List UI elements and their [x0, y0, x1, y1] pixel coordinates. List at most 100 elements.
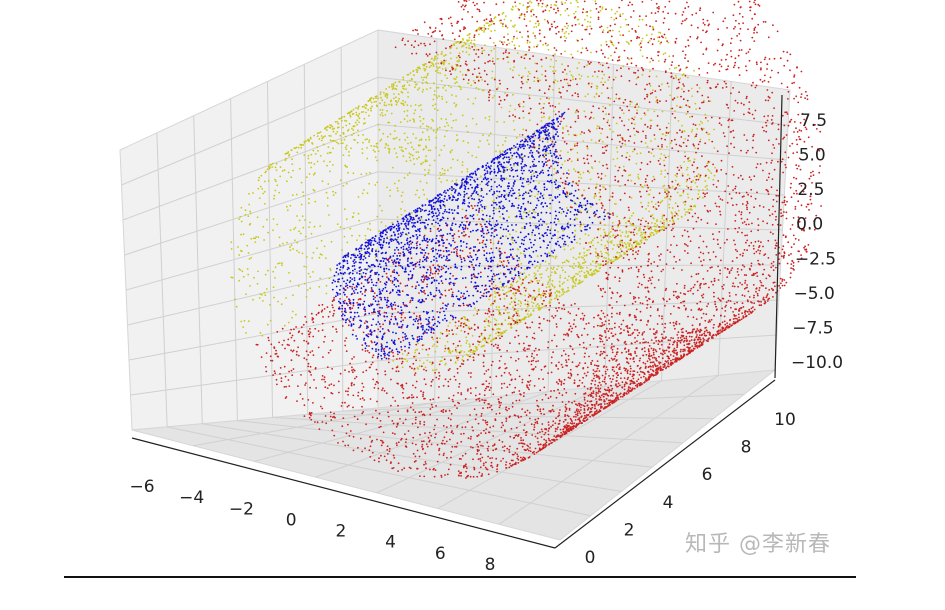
data-point	[454, 82, 457, 85]
data-point	[649, 61, 651, 63]
data-point	[612, 234, 614, 237]
data-point	[664, 304, 666, 307]
data-point	[495, 332, 497, 335]
data-point	[303, 265, 306, 268]
data-point	[492, 57, 494, 60]
data-point	[540, 368, 543, 371]
data-point	[459, 304, 462, 307]
data-point	[659, 202, 662, 204]
data-point	[371, 105, 373, 108]
data-point	[323, 245, 326, 248]
data-point	[429, 408, 432, 410]
data-point	[314, 153, 317, 155]
data-point	[403, 110, 406, 113]
data-point	[416, 261, 419, 264]
data-point	[364, 234, 367, 237]
data-point	[596, 125, 599, 127]
data-point	[327, 315, 330, 318]
data-point	[707, 176, 710, 179]
data-point	[531, 352, 534, 355]
data-point	[583, 398, 586, 401]
data-point	[567, 415, 570, 418]
data-point	[706, 222, 709, 225]
data-point	[410, 105, 412, 107]
data-point	[567, 221, 570, 224]
data-point	[348, 319, 350, 322]
data-point	[543, 438, 546, 441]
data-point	[391, 83, 393, 86]
data-point	[652, 206, 655, 208]
data-point	[664, 191, 666, 194]
data-point	[604, 175, 607, 177]
data-point	[651, 276, 654, 279]
data-point	[477, 56, 480, 58]
data-point	[555, 294, 558, 296]
data-point	[672, 358, 674, 361]
data-point	[626, 357, 629, 360]
data-point	[627, 234, 630, 237]
data-point	[803, 246, 805, 249]
data-point	[493, 78, 496, 81]
data-point	[669, 195, 672, 198]
data-point	[640, 140, 643, 143]
data-point	[588, 33, 591, 35]
data-point	[647, 205, 650, 207]
data-point	[302, 194, 305, 197]
data-point	[340, 139, 343, 142]
data-point	[793, 192, 795, 195]
data-point	[564, 2, 567, 4]
data-point	[688, 335, 691, 338]
data-point	[692, 179, 695, 182]
data-point	[278, 191, 281, 194]
data-point	[448, 289, 450, 292]
data-point	[710, 116, 713, 119]
data-point	[352, 129, 355, 131]
data-point	[628, 155, 631, 158]
data-point	[507, 39, 509, 41]
data-point	[682, 11, 685, 13]
data-point	[636, 35, 639, 38]
data-point	[374, 184, 377, 186]
data-point	[519, 252, 522, 255]
data-point	[597, 384, 599, 387]
data-point	[487, 27, 490, 30]
data-point	[675, 66, 678, 69]
data-point	[601, 6, 604, 8]
data-point	[455, 119, 457, 121]
data-point	[415, 359, 417, 362]
data-point	[446, 473, 449, 476]
data-point	[555, 32, 558, 35]
data-point	[425, 65, 428, 68]
data-point	[621, 0, 623, 2]
data-point	[673, 305, 675, 308]
data-point	[328, 277, 331, 280]
data-point	[637, 242, 640, 245]
data-point	[718, 231, 721, 233]
data-point	[550, 298, 553, 301]
data-point	[317, 149, 319, 152]
data-point	[230, 241, 233, 244]
data-point	[737, 0, 740, 3]
data-point	[401, 353, 404, 355]
data-point	[580, 406, 582, 409]
data-point	[397, 100, 400, 102]
data-point	[686, 211, 689, 213]
data-point	[622, 65, 625, 68]
data-point	[633, 134, 636, 136]
data-point	[318, 304, 320, 307]
data-point	[669, 131, 671, 133]
data-point	[587, 234, 590, 237]
data-point	[500, 401, 502, 404]
data-point	[577, 95, 580, 98]
data-point	[619, 239, 622, 242]
data-point	[332, 164, 334, 166]
data-point	[595, 352, 598, 355]
data-point	[369, 172, 371, 174]
data-point	[404, 350, 406, 352]
data-point	[365, 369, 368, 372]
data-point	[431, 378, 434, 381]
data-point	[458, 60, 460, 63]
data-point	[474, 345, 477, 348]
data-point	[285, 385, 287, 388]
data-point	[307, 202, 310, 205]
